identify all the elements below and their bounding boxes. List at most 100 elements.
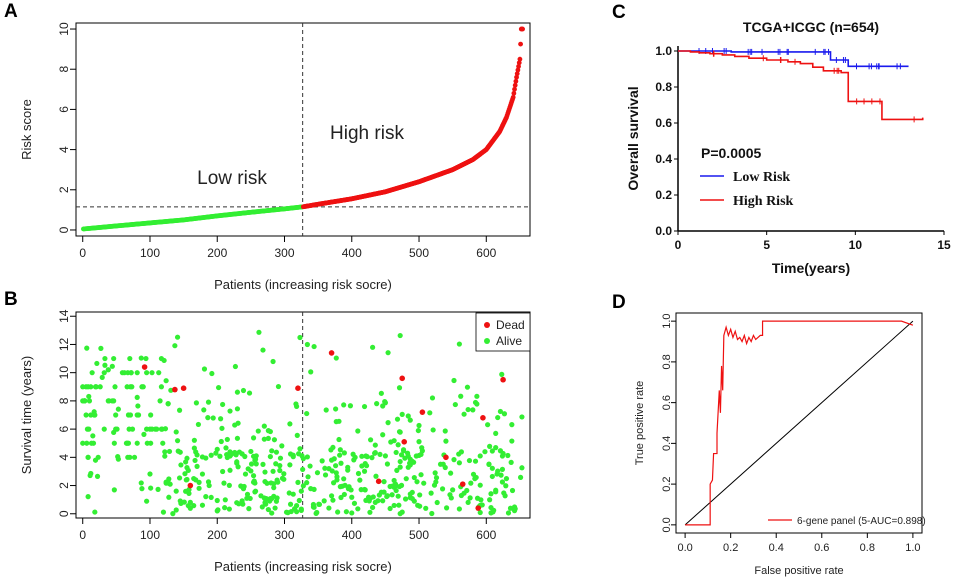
alive-point xyxy=(489,448,495,454)
alive-point xyxy=(134,412,140,418)
dead-point xyxy=(141,364,148,370)
alive-point xyxy=(170,511,176,517)
alive-point xyxy=(381,489,387,495)
alive-point xyxy=(260,347,266,353)
alive-point xyxy=(268,480,274,486)
alive-point xyxy=(338,460,344,466)
alive-point xyxy=(253,461,259,467)
alive-point xyxy=(144,426,150,432)
alive-point xyxy=(166,476,172,482)
legend-label: Low Risk xyxy=(733,170,790,185)
alive-point xyxy=(265,435,271,441)
x-tick-label: 300 xyxy=(274,528,294,542)
alive-point xyxy=(470,407,476,413)
alive-point xyxy=(421,480,427,486)
alive-point xyxy=(487,497,493,503)
alive-point xyxy=(338,494,344,501)
alive-point xyxy=(265,428,271,434)
y-tick-label: 6 xyxy=(57,106,71,113)
alive-point xyxy=(474,495,481,501)
alive-point xyxy=(391,484,397,490)
alive-point xyxy=(85,454,91,460)
alive-point xyxy=(90,433,96,439)
alive-point xyxy=(129,384,135,390)
alive-point xyxy=(163,378,169,384)
alive-point xyxy=(373,473,379,479)
alive-point xyxy=(250,473,257,479)
y-tick-label: 0.0 xyxy=(655,224,672,238)
alive-point xyxy=(443,438,449,444)
alive-point xyxy=(396,502,402,508)
alive-point xyxy=(201,366,208,372)
alive-point xyxy=(226,506,232,512)
alive-point xyxy=(262,469,268,475)
alive-point xyxy=(182,471,188,477)
alive-point xyxy=(380,432,386,438)
alive-point xyxy=(328,457,335,463)
alive-point xyxy=(477,482,483,488)
alive-point xyxy=(88,384,94,390)
alive-point xyxy=(450,487,456,493)
alive-point xyxy=(273,498,280,504)
alive-point xyxy=(341,476,347,482)
risk-score-chart: 0 100 200 300 400 500 600 0 2 4 6 8 10 Patients (incr… xyxy=(19,22,531,292)
dead-point xyxy=(172,386,178,393)
alive-point xyxy=(361,486,368,493)
alive-point xyxy=(430,427,436,433)
alive-point xyxy=(281,471,287,477)
alive-point xyxy=(485,422,491,428)
alive-point xyxy=(187,505,193,511)
alive-point xyxy=(162,453,168,459)
alive-point xyxy=(499,371,505,377)
alive-point xyxy=(429,510,435,517)
alive-point xyxy=(322,465,328,471)
x-tick-label: 0.0 xyxy=(677,542,692,554)
alive-point xyxy=(400,447,407,453)
alive-point xyxy=(279,443,285,449)
x-tick-label: 1.0 xyxy=(905,542,920,554)
y-tick-label: 0.4 xyxy=(661,436,673,451)
alive-point xyxy=(98,345,104,351)
alive-point xyxy=(234,435,241,441)
alive-point xyxy=(248,448,254,455)
alive-point xyxy=(218,438,224,445)
alive-point xyxy=(127,412,134,418)
alive-point xyxy=(88,440,95,446)
alive-point xyxy=(500,450,506,457)
alive-point xyxy=(80,440,86,446)
alive-point xyxy=(432,470,438,476)
alive-point xyxy=(273,461,279,467)
alive-point xyxy=(248,461,255,467)
alive-point xyxy=(505,510,512,516)
alive-point xyxy=(246,390,253,396)
alive-point xyxy=(224,436,230,443)
alive-point xyxy=(468,480,474,486)
alive-point xyxy=(218,416,224,422)
alive-point xyxy=(274,477,280,483)
alive-point xyxy=(208,452,214,458)
x-tick-label: 0 xyxy=(675,238,682,252)
alive-point xyxy=(501,411,508,417)
alive-point xyxy=(265,506,271,513)
alive-point xyxy=(166,448,173,455)
alive-point xyxy=(199,471,206,477)
alive-point xyxy=(131,454,138,460)
alive-point xyxy=(330,444,336,451)
alive-point xyxy=(121,370,128,376)
alive-point xyxy=(322,472,329,478)
alive-point xyxy=(262,478,268,485)
alive-point xyxy=(342,482,348,488)
alive-point xyxy=(261,436,267,442)
alive-point xyxy=(80,384,86,390)
x-tick-label: 5 xyxy=(763,238,770,252)
alive-point xyxy=(474,393,480,399)
alive-point xyxy=(304,410,310,417)
y-tick-label: 2 xyxy=(57,482,71,489)
alive-point xyxy=(260,461,266,467)
alive-point xyxy=(488,504,494,511)
alive-point xyxy=(341,450,347,456)
alive-point xyxy=(489,465,495,471)
alive-point xyxy=(256,329,262,335)
alive-point xyxy=(419,445,425,451)
alive-point xyxy=(298,506,304,512)
